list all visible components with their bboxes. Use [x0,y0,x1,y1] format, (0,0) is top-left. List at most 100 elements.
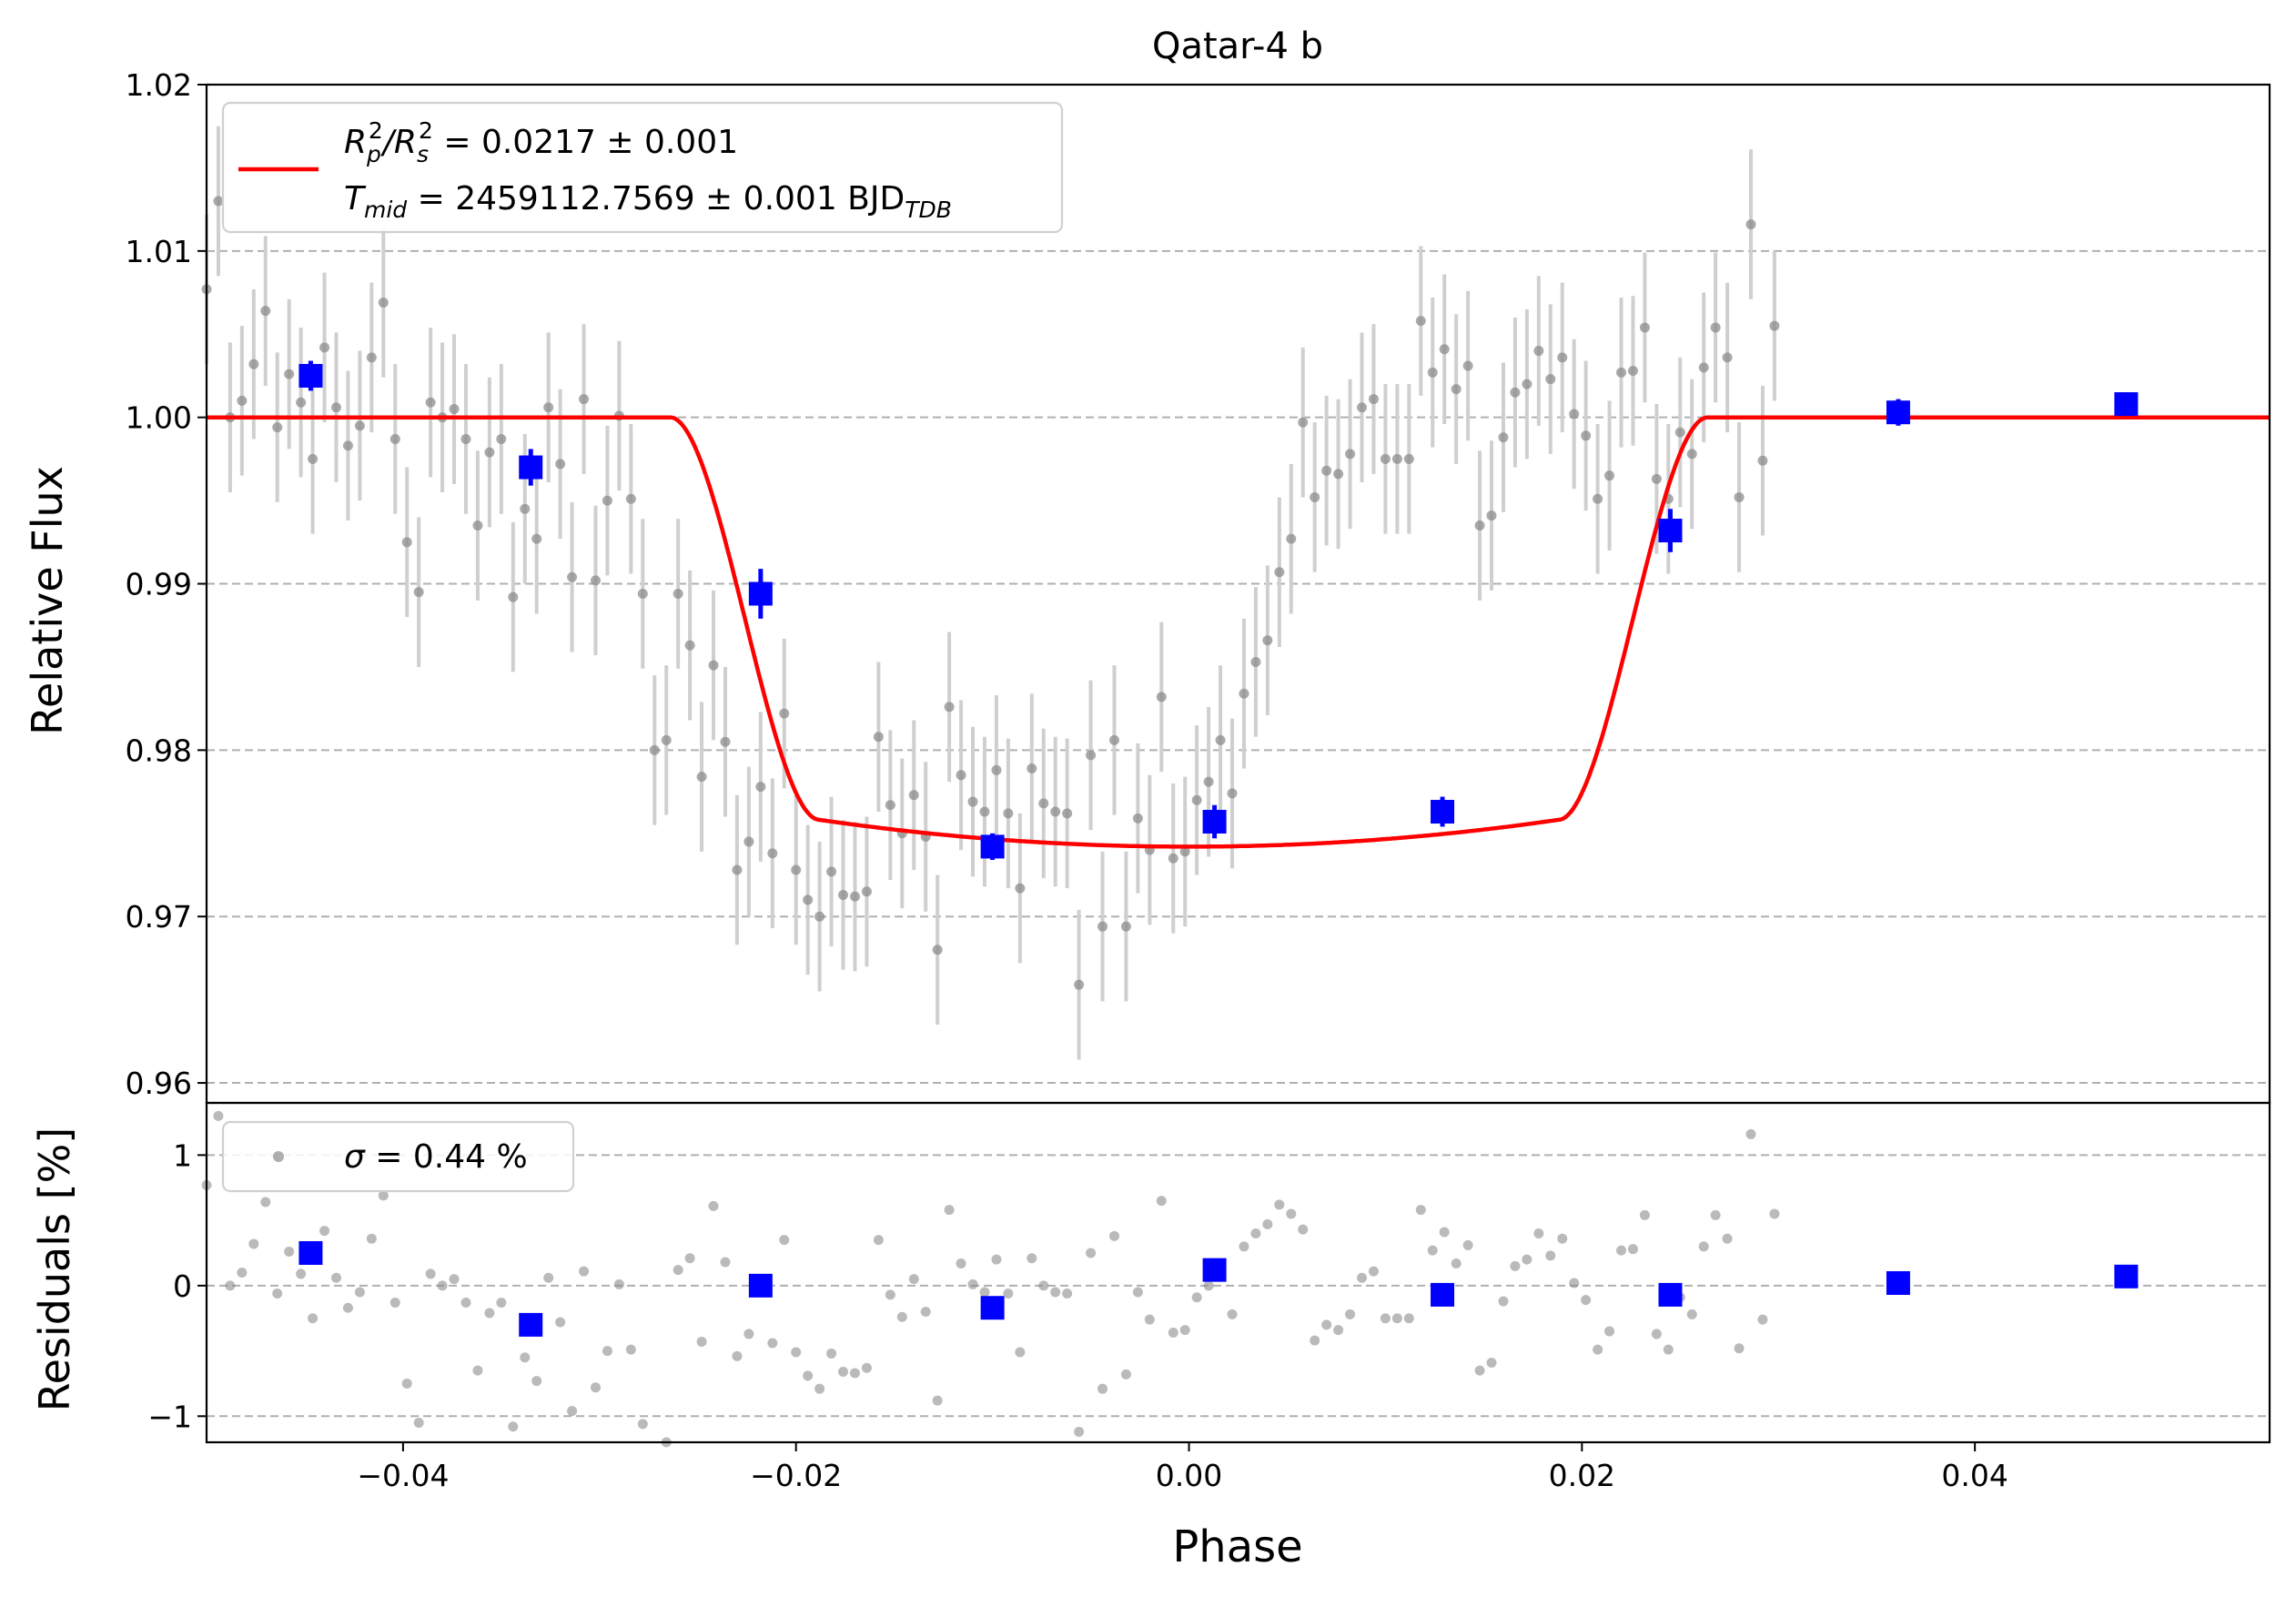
raw-point [1333,469,1344,480]
raw-point [1203,776,1214,787]
raw-point [956,770,966,781]
raw-point [1191,794,1202,805]
raw-point [1156,692,1167,702]
residual-point [1203,1280,1214,1291]
residual-point [1651,1329,1662,1339]
raw-point [1427,367,1438,378]
x-tick-label: 0.00 [1156,1458,1222,1493]
binned-point [298,363,323,388]
residual-point [708,1200,719,1211]
raw-point [743,836,754,847]
residual-point [743,1329,754,1339]
residual-point [225,1280,236,1291]
residual-binned-points [298,1240,2139,1337]
raw-point [708,660,719,671]
y-tick-label: 1.01 [126,234,192,269]
y-tick-label: 0 [173,1268,192,1304]
raw-point [755,782,766,793]
residual-point [767,1338,778,1349]
residual-point [861,1362,872,1373]
legend-depth-text: Rp2/Rs2 = 0.0217 ± 0.001 [344,117,738,167]
raw-point [1286,533,1297,544]
x-tick-label: −0.02 [750,1458,842,1493]
residual-point [1120,1369,1131,1380]
residual-binned-point [1431,1282,1455,1307]
transit-model-line [207,415,2270,849]
raw-point [484,447,495,458]
binned-point [2114,392,2139,417]
residual-point [237,1268,248,1278]
residual-point [567,1406,578,1417]
residual-point [543,1272,554,1283]
raw-point [1593,493,1603,504]
residual-panel-frame [205,1101,2271,1444]
raw-point [1074,979,1085,990]
raw-point [1474,521,1485,531]
residual-point [1345,1309,1356,1319]
y-tick-label: 0.96 [126,1066,192,1101]
raw-point [555,459,566,470]
residual-point [1179,1325,1190,1336]
residual-point [803,1370,814,1381]
residual-point [625,1344,636,1355]
residual-y-axis-label: Residuals [%] [30,1127,79,1411]
raw-point [1557,352,1568,363]
raw-point [1486,510,1497,521]
residual-point [1050,1287,1061,1298]
residual-point [1533,1228,1544,1238]
raw-point [625,493,636,504]
binned-point [1886,400,1910,425]
residual-point [1333,1325,1344,1336]
residual-point [555,1317,566,1328]
y-tick-label: 0.97 [126,899,192,935]
residual-point [1357,1272,1368,1283]
residual-point [1557,1233,1568,1244]
residual-point [260,1197,271,1208]
residual-point [1427,1245,1438,1256]
raw-point [248,359,259,369]
raw-points [201,196,1780,990]
raw-point [873,732,884,743]
residual-legend-box [221,1120,575,1193]
raw-point [861,886,872,897]
residual-point [779,1235,790,1246]
residual-point [1368,1266,1379,1277]
residual-point [1581,1295,1592,1306]
residual-point [590,1382,601,1393]
raw-point [496,433,507,444]
residual-point [378,1190,389,1201]
raw-point [330,402,341,413]
raw-point [1769,320,1780,331]
x-axis-label: Phase [1172,1521,1302,1572]
residual-point [1132,1287,1143,1298]
top-legend: Rp2/Rs2 = 0.0217 ± 0.001 Tmid = 2459112.… [221,101,1064,234]
raw-point [1298,417,1309,428]
raw-point [979,806,990,817]
raw-point [508,591,519,602]
legend-sigma-text: σ = 0.44 % [344,1138,528,1176]
residual-point [1262,1218,1273,1229]
raw-point [885,800,895,811]
raw-point [1757,455,1768,466]
raw-point [696,772,707,783]
top-y-axis-label: Relative Flux [23,466,72,735]
residual-point [684,1253,695,1264]
binned-point [980,834,1005,859]
residual-point [849,1368,860,1379]
raw-point [1015,883,1026,894]
residual-point [896,1311,907,1322]
x-tick-label: −0.04 [357,1458,449,1493]
y-tick-label: 1.02 [126,67,192,103]
residual-point [1545,1250,1556,1261]
raw-point [1462,360,1473,371]
raw-point [425,397,436,408]
residual-point [1250,1228,1261,1238]
residual-point [873,1235,884,1246]
raw-point [1050,806,1061,817]
top-panel-yticks: 0.96 0.97 0.98 0.99 1.00 1.01 1.02 [126,67,207,1101]
residual-point [1321,1319,1332,1330]
residual-point [366,1233,377,1244]
raw-point [838,889,849,900]
raw-point [991,764,1002,775]
raw-point [1651,473,1662,484]
